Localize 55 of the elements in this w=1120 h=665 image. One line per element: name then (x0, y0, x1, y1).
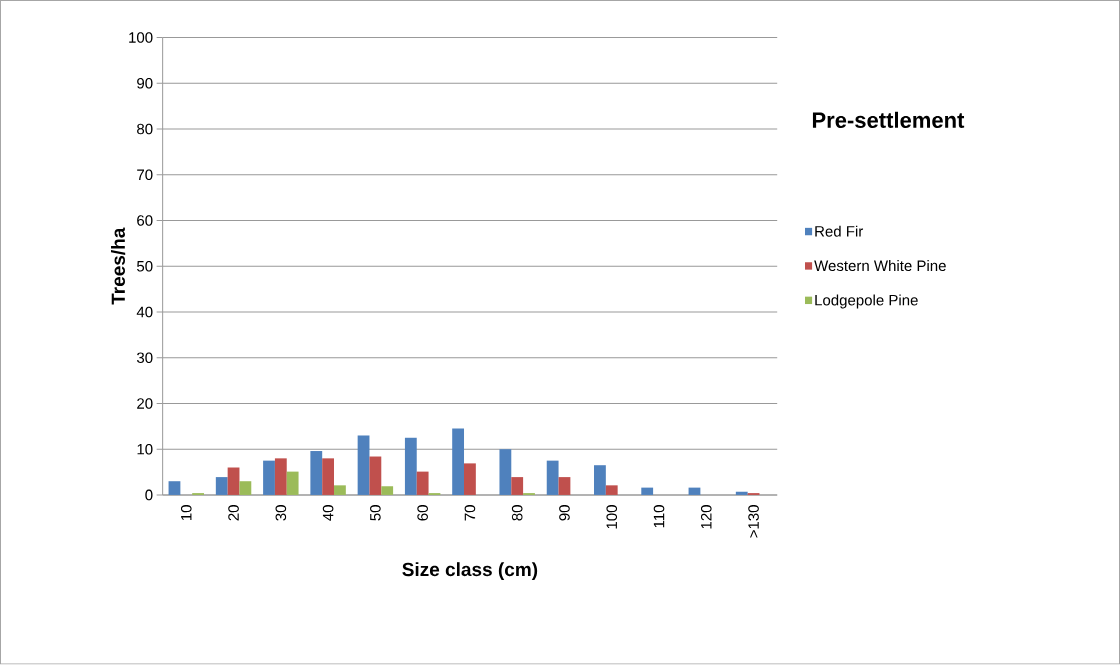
x-tick-label: 120 (700, 505, 712, 529)
bar (381, 486, 394, 496)
x-tick-label: 40 (322, 505, 334, 522)
bar (286, 471, 299, 496)
x-tick-label: 110 (653, 505, 665, 528)
y-tick-label: 20 (137, 398, 153, 409)
x-tick-label: 30 (275, 505, 287, 521)
bar (416, 471, 429, 496)
bar (215, 477, 228, 496)
bar (369, 456, 382, 496)
bar (357, 435, 370, 496)
bar (263, 460, 275, 496)
x-axis-title: Size class (cm) (402, 562, 538, 581)
x-tick-label: 90 (559, 505, 570, 521)
bar (274, 458, 287, 496)
x-tick-label: >130 (748, 505, 759, 538)
x-tick-label: 60 (417, 505, 428, 521)
bar (558, 477, 571, 496)
bar (227, 467, 240, 496)
y-tick-label: 70 (137, 169, 153, 181)
legend-label: Western White Pine (814, 260, 946, 272)
bar (310, 451, 323, 496)
y-tick-label: 10 (137, 444, 153, 455)
y-tick-label: 100 (129, 32, 153, 44)
bar (334, 485, 346, 496)
bar (594, 465, 606, 496)
bar (735, 491, 748, 496)
y-tick-label: 0 (145, 489, 153, 501)
bar (322, 458, 335, 496)
text: Pre-settlement (812, 111, 965, 129)
x-tick-label: 20 (228, 505, 239, 521)
bar (511, 477, 524, 496)
y-tick-label: 60 (137, 215, 153, 227)
x-tick-label: 80 (511, 505, 523, 521)
bar (404, 437, 417, 496)
x-tick-label: 50 (370, 505, 381, 521)
legend-label: Lodgepole Pine (815, 294, 918, 309)
y-tick-label: 30 (136, 352, 153, 364)
y-tick-label: 50 (137, 261, 153, 272)
y-tick-label: 90 (137, 78, 153, 89)
y-axis-title: Trees/ha (111, 227, 126, 305)
legend-label: Red Fir (815, 225, 864, 237)
x-tick-label: 100 (606, 505, 618, 529)
x-tick-label: 10 (180, 505, 192, 521)
bar (546, 460, 559, 496)
bar (605, 485, 618, 496)
bar (464, 463, 476, 496)
bar (239, 481, 252, 496)
y-tick-label: 80 (137, 123, 153, 135)
x-tick-label: 70 (464, 505, 476, 521)
bar (641, 487, 654, 496)
bar (499, 449, 512, 496)
bar (452, 428, 465, 496)
y-tick-label: 40 (136, 306, 153, 318)
bar (168, 481, 181, 496)
